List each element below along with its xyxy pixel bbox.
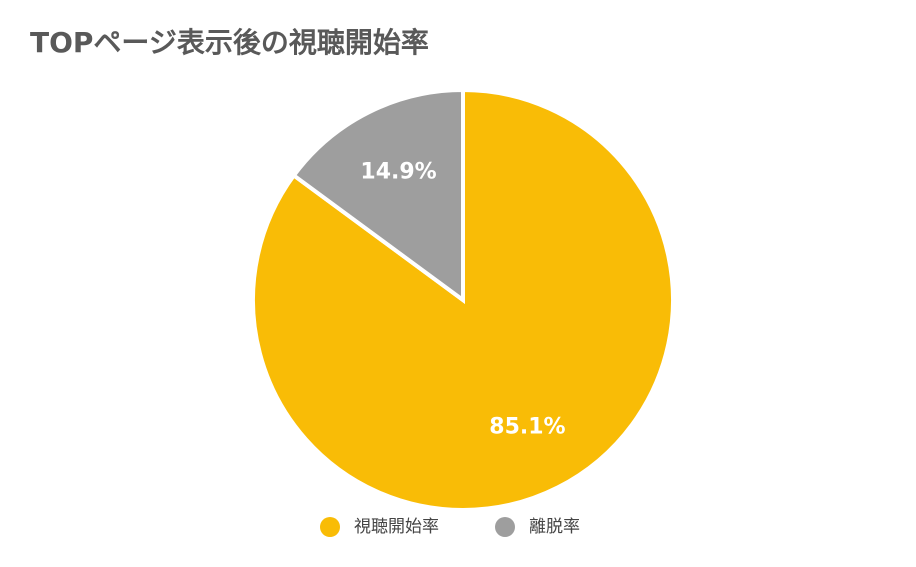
data-label: 14.9% [360,160,436,185]
legend-marker [495,517,515,537]
chart-title: TOPページ表示後の視聴開始率 [30,26,429,59]
pie-slice [251,87,675,512]
legend-marker [320,517,340,537]
data-label: 85.1% [489,414,565,439]
legend-label: 視聴開始率 [354,517,439,537]
legend-label: 離脱率 [529,517,580,537]
pie-slice [291,87,465,304]
